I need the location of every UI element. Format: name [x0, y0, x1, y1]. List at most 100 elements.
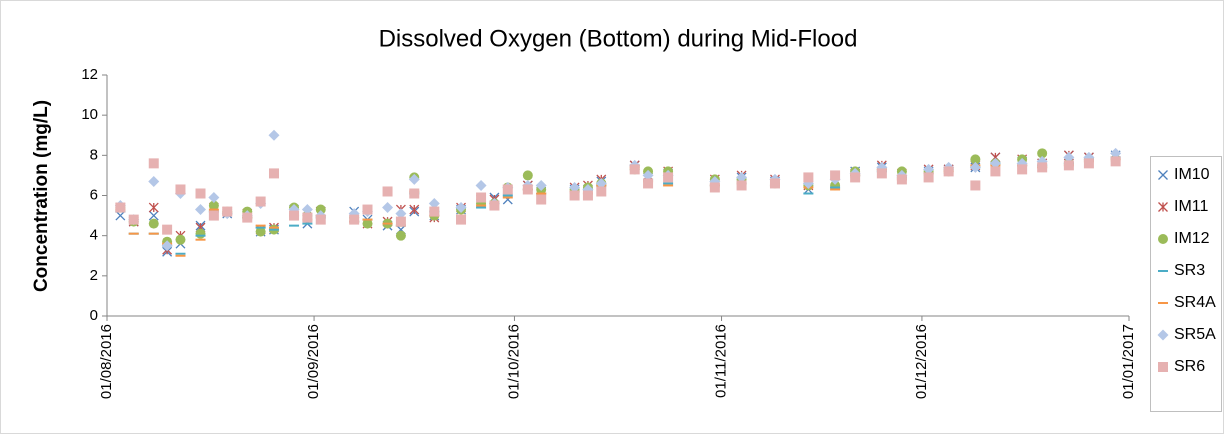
point	[255, 226, 266, 237]
x-tick-label: 01/10/2016	[505, 324, 522, 399]
point	[148, 175, 160, 187]
legend-label: IM12	[1174, 230, 1210, 247]
point	[302, 212, 313, 223]
y-tick-label: 12	[81, 66, 98, 83]
point	[1017, 164, 1028, 175]
point	[301, 204, 313, 216]
legend-marker	[1158, 362, 1168, 372]
point	[1037, 162, 1048, 173]
point	[175, 184, 186, 195]
point	[1037, 148, 1048, 159]
legend-label: SR3	[1174, 262, 1205, 279]
point	[395, 208, 407, 220]
legend-marker	[1157, 329, 1169, 341]
point	[1110, 147, 1122, 159]
point	[803, 172, 814, 183]
x-tick-label: 01/08/2016	[98, 324, 115, 399]
point	[769, 178, 780, 189]
point	[315, 214, 326, 225]
point	[830, 170, 841, 181]
point	[162, 224, 173, 235]
point	[923, 163, 935, 175]
x-tick-label: 01/01/2017	[1120, 324, 1137, 399]
point	[148, 210, 159, 221]
point	[349, 214, 360, 225]
point	[175, 234, 186, 245]
point	[569, 181, 581, 193]
legend-label: SR5A	[1174, 326, 1216, 343]
point	[736, 180, 747, 191]
legend-label: IM11	[1174, 198, 1208, 215]
legend-label: SR4A	[1174, 294, 1216, 311]
y-tick-label: 0	[90, 307, 98, 324]
y-tick-label: 6	[90, 186, 98, 203]
point	[315, 204, 326, 215]
point	[970, 154, 981, 165]
point	[195, 228, 206, 239]
point	[536, 194, 547, 205]
point	[476, 192, 487, 203]
legend-label: IM10	[1174, 166, 1210, 183]
point	[362, 218, 373, 229]
point	[970, 180, 981, 191]
point	[736, 171, 748, 183]
point	[395, 216, 406, 227]
point	[1063, 160, 1074, 171]
point	[148, 202, 159, 213]
point	[382, 202, 394, 214]
legend-marker	[1158, 202, 1168, 212]
point	[629, 164, 640, 175]
point	[429, 206, 440, 217]
point	[115, 210, 126, 221]
point	[569, 190, 580, 201]
point	[990, 166, 1001, 177]
point	[989, 157, 1001, 169]
point	[923, 172, 934, 183]
point	[289, 210, 300, 221]
point	[242, 212, 253, 223]
x-tick-label: 01/12/2016	[913, 324, 930, 399]
point	[428, 198, 440, 210]
point	[595, 177, 607, 189]
point	[208, 210, 219, 221]
y-axis-label: Concentration (mg/L)	[31, 100, 52, 292]
point	[408, 173, 420, 185]
chart-title: Dissolved Oxygen (Bottom) during Mid-Flo…	[379, 25, 858, 52]
point	[268, 129, 280, 141]
point	[582, 190, 593, 201]
point	[208, 192, 220, 204]
point	[409, 188, 420, 199]
point	[395, 230, 406, 241]
y-tick-label: 10	[81, 106, 98, 123]
point	[1083, 158, 1094, 169]
legend-label: SR6	[1174, 358, 1205, 375]
y-tick-label: 2	[90, 267, 98, 284]
point	[943, 166, 954, 177]
x-tick-label: 01/11/2016	[713, 324, 730, 398]
point	[522, 170, 533, 181]
legend-marker	[1158, 234, 1168, 244]
point	[409, 204, 420, 215]
point	[222, 206, 233, 217]
y-tick-label: 8	[90, 146, 98, 163]
point	[115, 202, 126, 213]
legend: IM10 IM11 IM12 SR3 SR4A SR5A SR6	[1157, 166, 1216, 375]
series	[115, 156, 1121, 235]
point	[522, 184, 533, 195]
y-tick-label: 4	[90, 227, 98, 244]
point	[195, 188, 206, 199]
point	[502, 184, 513, 195]
point	[382, 186, 393, 197]
point	[1063, 151, 1075, 163]
point	[456, 214, 467, 225]
x-tick-label: 01/09/2016	[305, 324, 322, 399]
point	[876, 168, 887, 179]
point	[161, 240, 173, 252]
point	[709, 182, 720, 193]
point	[850, 172, 861, 183]
legend-marker	[1158, 170, 1168, 180]
point	[268, 168, 279, 179]
point	[1110, 156, 1121, 167]
